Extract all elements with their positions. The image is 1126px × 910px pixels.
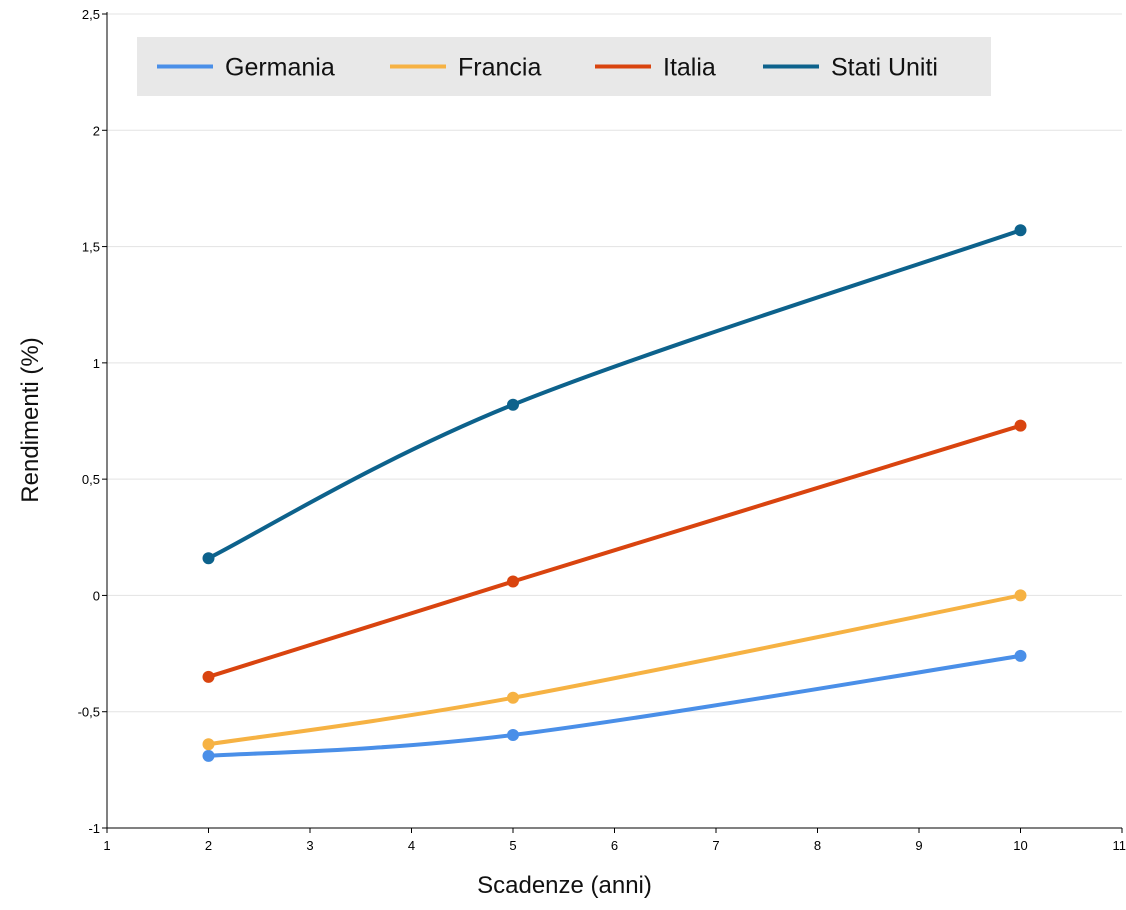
data-points (202, 224, 1027, 762)
data-point-stati-uniti (202, 552, 215, 565)
grid-lines (107, 13, 1122, 713)
legend-label-germania: Germania (225, 54, 335, 82)
y-tick-label: 2 (93, 123, 100, 138)
y-tick-label: 1,5 (82, 240, 100, 255)
data-point-italia (1014, 419, 1027, 432)
legend-background (137, 37, 991, 96)
y-axis-title: Rendimenti (%) (17, 337, 44, 502)
data-point-germania (1014, 649, 1027, 662)
x-tick-label: 11 (1113, 838, 1126, 853)
y-tick-label: -0,5 (78, 705, 100, 720)
legend-label-italia: Italia (663, 54, 716, 82)
y-tick-label: 0 (93, 588, 100, 603)
data-point-germania (202, 749, 215, 762)
data-point-italia (202, 670, 215, 683)
x-tick-label: 7 (712, 838, 719, 853)
x-tick-label: 6 (611, 838, 618, 853)
data-point-stati-uniti (507, 398, 519, 411)
data-point-francia (507, 691, 519, 704)
y-tick-label: 1 (93, 356, 100, 371)
x-tick-label: 4 (408, 838, 415, 853)
series-line-germania (206, 653, 1023, 758)
y-axis-ticks: -1 -0,5 0 0,5 1 1,5 2 2,5 (78, 7, 107, 836)
x-tick-label: 9 (915, 838, 922, 853)
x-tick-label: 2 (205, 838, 212, 853)
y-tick-label: 2,5 (82, 7, 100, 22)
series-line-stati-uniti (206, 228, 1023, 561)
x-tick-label: 8 (814, 838, 821, 853)
data-point-italia (507, 575, 519, 588)
y-tick-label: -1 (88, 821, 100, 836)
x-axis-title: Scadenze (anni) (477, 872, 652, 899)
data-point-germania (507, 728, 519, 741)
y-tick-label: 0,5 (82, 472, 100, 487)
x-tick-label: 3 (306, 838, 313, 853)
legend-label-stati-uniti: Stati Uniti (831, 54, 938, 82)
x-tick-label: 10 (1013, 838, 1027, 853)
x-axis-ticks: 1 2 3 4 5 6 7 8 9 10 11 (103, 828, 1126, 853)
legend: Germania Francia Italia Stati Uniti (137, 37, 991, 96)
legend-label-francia: Francia (458, 54, 541, 82)
data-point-stati-uniti (1014, 224, 1027, 237)
data-point-francia (1014, 589, 1027, 602)
series-lines (206, 228, 1023, 758)
data-point-francia (202, 738, 215, 751)
series-line-italia (206, 423, 1023, 679)
series-line-francia (206, 593, 1023, 747)
x-tick-label: 1 (103, 838, 110, 853)
axes (106, 12, 1122, 829)
x-tick-label: 5 (509, 838, 516, 853)
